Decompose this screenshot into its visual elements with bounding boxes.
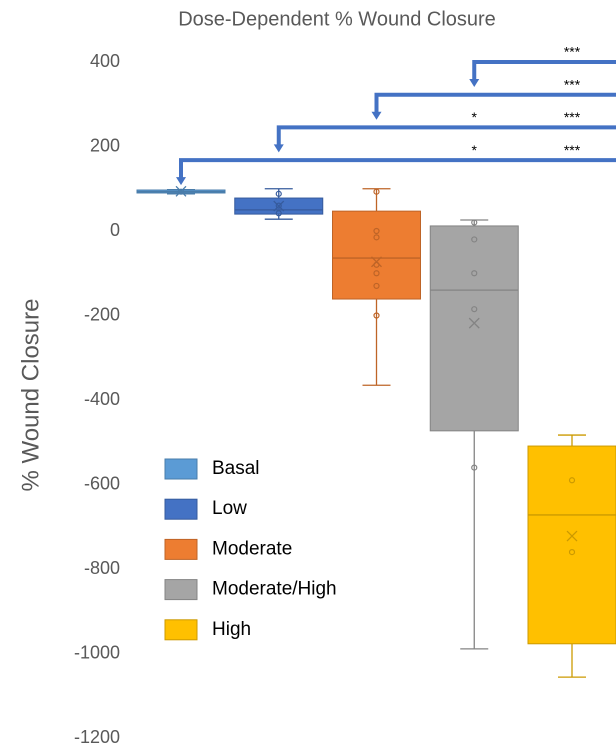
y-tick-label: -600 — [84, 473, 120, 493]
y-tick-label: 200 — [90, 135, 120, 155]
y-tick-label: 0 — [110, 220, 120, 240]
arrow-head — [371, 111, 382, 120]
point — [373, 270, 380, 277]
significance-label: * — [472, 142, 478, 158]
arrow-head — [176, 177, 186, 186]
mean-marker — [468, 317, 480, 329]
mean-marker — [273, 200, 285, 212]
legend-label: Moderate — [212, 538, 292, 559]
legend-swatch — [164, 619, 198, 641]
y-tick-label: -800 — [84, 558, 120, 578]
legend-swatch — [164, 498, 198, 520]
point — [471, 464, 478, 471]
chart-title: Dose-Dependent % Wound Closure — [178, 8, 496, 30]
significance-label: *** — [564, 76, 581, 92]
significance-label: *** — [564, 44, 581, 60]
significance-bracket — [374, 92, 616, 115]
mean-marker — [566, 530, 578, 542]
significance-label: * — [472, 109, 478, 125]
point — [373, 188, 380, 195]
y-tick-label: 400 — [90, 51, 120, 71]
point — [275, 210, 282, 217]
y-tick-label: -200 — [84, 304, 120, 324]
legend-label: Moderate/High — [212, 579, 337, 600]
significance-bracket — [276, 125, 616, 148]
point — [373, 312, 380, 319]
point — [177, 188, 185, 195]
point — [471, 219, 478, 226]
point — [373, 227, 380, 235]
y-tick-label: -1000 — [74, 642, 120, 662]
mean-marker — [175, 185, 187, 197]
significance-label: *** — [564, 109, 581, 125]
legend-swatch — [164, 579, 198, 601]
box — [527, 445, 616, 645]
box — [429, 225, 519, 432]
y-tick-label: -400 — [84, 389, 120, 409]
significance-label: *** — [564, 142, 581, 158]
point — [373, 234, 380, 241]
box — [332, 210, 421, 300]
y-tick-label: -1200 — [74, 727, 120, 747]
legend-label: Low — [212, 498, 247, 519]
legend-swatch — [164, 458, 198, 480]
significance-bracket — [179, 158, 616, 181]
legend-label: Basal — [212, 458, 260, 479]
point — [373, 282, 380, 290]
significance-bracket — [472, 60, 616, 82]
legend-label: High — [212, 619, 251, 640]
point — [275, 202, 282, 209]
arrow-head — [469, 79, 480, 87]
legend-swatch — [164, 538, 198, 560]
point — [471, 270, 478, 277]
point — [568, 548, 576, 556]
mean-marker — [371, 256, 382, 268]
point — [471, 306, 478, 313]
point — [471, 236, 478, 243]
arrow-head — [273, 144, 284, 153]
y-axis-label: % Wound Closure — [17, 299, 44, 492]
point — [568, 477, 576, 484]
point — [275, 190, 282, 197]
